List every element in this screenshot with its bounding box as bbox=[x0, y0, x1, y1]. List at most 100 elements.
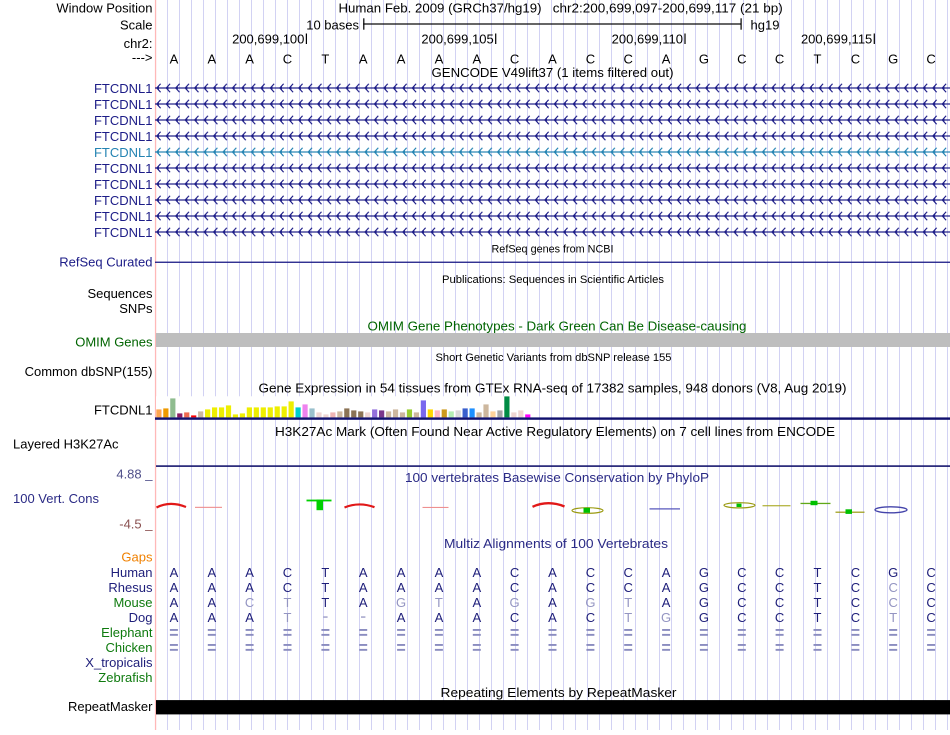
svg-text:100 vertebrates Basewise Conse: 100 vertebrates Basewise Conservation by… bbox=[405, 470, 709, 485]
svg-text:OMIM Genes: OMIM Genes bbox=[75, 335, 153, 350]
svg-text:T: T bbox=[624, 610, 632, 625]
svg-text:T: T bbox=[624, 595, 632, 610]
svg-text:C: C bbox=[586, 52, 595, 67]
svg-text:A: A bbox=[548, 565, 557, 580]
svg-text:A: A bbox=[359, 580, 368, 595]
svg-text:A: A bbox=[662, 52, 671, 67]
svg-text:A: A bbox=[170, 580, 179, 595]
svg-text:Layered H3K27Ac: Layered H3K27Ac bbox=[13, 437, 119, 452]
svg-text:FTCDNL1: FTCDNL1 bbox=[94, 177, 153, 192]
svg-text:Elephant: Elephant bbox=[101, 625, 153, 640]
svg-text:chr2:200,699,097-200,699,117 (: chr2:200,699,097-200,699,117 (21 bp) bbox=[553, 1, 783, 16]
svg-text:G: G bbox=[699, 565, 709, 580]
svg-text:Chicken: Chicken bbox=[106, 640, 153, 655]
svg-text:C: C bbox=[586, 580, 595, 595]
svg-text:C: C bbox=[510, 580, 519, 595]
svg-text:T: T bbox=[435, 595, 443, 610]
svg-text:T: T bbox=[321, 595, 329, 610]
svg-text:C: C bbox=[624, 580, 633, 595]
svg-text:T: T bbox=[284, 595, 292, 610]
svg-text:200,699,115: 200,699,115 bbox=[801, 32, 872, 47]
svg-text:200,699,110: 200,699,110 bbox=[612, 32, 683, 47]
svg-text:C: C bbox=[889, 595, 898, 610]
svg-text:T: T bbox=[321, 580, 329, 595]
svg-text:T: T bbox=[889, 610, 897, 625]
svg-text:Zebrafish: Zebrafish bbox=[98, 670, 152, 685]
svg-text:Scale: Scale bbox=[120, 18, 153, 33]
svg-text:C: C bbox=[737, 580, 746, 595]
svg-text:A: A bbox=[170, 52, 179, 67]
svg-text:Multiz Alignments of 100 Verte: Multiz Alignments of 100 Vertebrates bbox=[444, 536, 669, 551]
svg-text:C: C bbox=[889, 580, 898, 595]
svg-text:A: A bbox=[435, 52, 444, 67]
svg-text:C: C bbox=[851, 595, 860, 610]
svg-text:G: G bbox=[585, 595, 595, 610]
svg-text:T: T bbox=[284, 610, 292, 625]
svg-text:C: C bbox=[737, 595, 746, 610]
svg-text:G: G bbox=[699, 610, 709, 625]
svg-text:RepeatMasker: RepeatMasker bbox=[68, 699, 153, 714]
svg-text:C: C bbox=[926, 610, 935, 625]
svg-text:C: C bbox=[775, 52, 784, 67]
svg-text:A: A bbox=[472, 52, 481, 67]
svg-text:A: A bbox=[435, 565, 444, 580]
svg-text:G: G bbox=[699, 580, 709, 595]
svg-text:A: A bbox=[170, 565, 179, 580]
svg-text:A: A bbox=[662, 580, 671, 595]
svg-text:T: T bbox=[814, 565, 822, 580]
svg-text:FTCDNL1: FTCDNL1 bbox=[94, 225, 153, 240]
svg-text:C: C bbox=[775, 595, 784, 610]
svg-text:FTCDNL1: FTCDNL1 bbox=[94, 113, 153, 128]
svg-text:C: C bbox=[775, 580, 784, 595]
svg-text:C: C bbox=[624, 565, 633, 580]
svg-text:FTCDNL1: FTCDNL1 bbox=[94, 161, 153, 176]
svg-text:A: A bbox=[397, 565, 406, 580]
svg-text:C: C bbox=[851, 52, 860, 67]
svg-text:A: A bbox=[397, 610, 406, 625]
svg-text:G: G bbox=[510, 595, 520, 610]
svg-text:A: A bbox=[548, 610, 557, 625]
svg-text:C: C bbox=[510, 565, 519, 580]
svg-text:10 bases: 10 bases bbox=[306, 18, 359, 33]
svg-text:C: C bbox=[851, 580, 860, 595]
svg-text:C: C bbox=[737, 610, 746, 625]
svg-text:A: A bbox=[207, 610, 216, 625]
svg-text:Repeating Elements by RepeatMa: Repeating Elements by RepeatMasker bbox=[441, 685, 678, 700]
svg-text:A: A bbox=[207, 565, 216, 580]
svg-text:Human Feb. 2009 (GRCh37/hg19): Human Feb. 2009 (GRCh37/hg19) bbox=[339, 1, 542, 16]
svg-text:-4.5 _: -4.5 _ bbox=[119, 517, 153, 532]
svg-text:Human: Human bbox=[111, 565, 153, 580]
svg-text:A: A bbox=[245, 565, 254, 580]
svg-text:A: A bbox=[472, 595, 481, 610]
svg-text:C: C bbox=[737, 52, 746, 67]
svg-text:SNPs: SNPs bbox=[119, 301, 153, 316]
svg-text:chr2:: chr2: bbox=[124, 36, 153, 51]
svg-text:Common dbSNP(155): Common dbSNP(155) bbox=[25, 364, 153, 379]
svg-text:GENCODE V49lift37 (1 items fil: GENCODE V49lift37 (1 items filtered out) bbox=[432, 65, 674, 80]
svg-text:G: G bbox=[396, 595, 406, 610]
svg-text:A: A bbox=[397, 52, 406, 67]
svg-text:X_tropicalis: X_tropicalis bbox=[85, 655, 153, 670]
svg-text:C: C bbox=[586, 610, 595, 625]
svg-text:T: T bbox=[814, 610, 822, 625]
svg-text:A: A bbox=[245, 580, 254, 595]
svg-text:FTCDNL1: FTCDNL1 bbox=[94, 193, 153, 208]
svg-text:100 Vert. Cons: 100 Vert. Cons bbox=[13, 491, 99, 506]
svg-text:C: C bbox=[624, 52, 633, 67]
svg-text:A: A bbox=[435, 610, 444, 625]
svg-text:C: C bbox=[926, 565, 935, 580]
svg-text:A: A bbox=[170, 595, 179, 610]
svg-text:A: A bbox=[245, 52, 254, 67]
svg-text:A: A bbox=[207, 52, 216, 67]
svg-text:C: C bbox=[775, 610, 784, 625]
svg-text:Mouse: Mouse bbox=[113, 595, 152, 610]
svg-text:A: A bbox=[472, 580, 481, 595]
svg-text:T: T bbox=[321, 52, 329, 67]
svg-text:T: T bbox=[814, 580, 822, 595]
svg-text:T: T bbox=[321, 565, 329, 580]
svg-text:Window Position: Window Position bbox=[56, 1, 152, 16]
svg-text:C: C bbox=[283, 565, 292, 580]
svg-text:Gene Expression in 54 tissues: Gene Expression in 54 tissues from GTEx … bbox=[259, 381, 847, 396]
svg-text:200,699,105: 200,699,105 bbox=[421, 32, 493, 47]
svg-text:FTCDNL1: FTCDNL1 bbox=[94, 145, 153, 160]
